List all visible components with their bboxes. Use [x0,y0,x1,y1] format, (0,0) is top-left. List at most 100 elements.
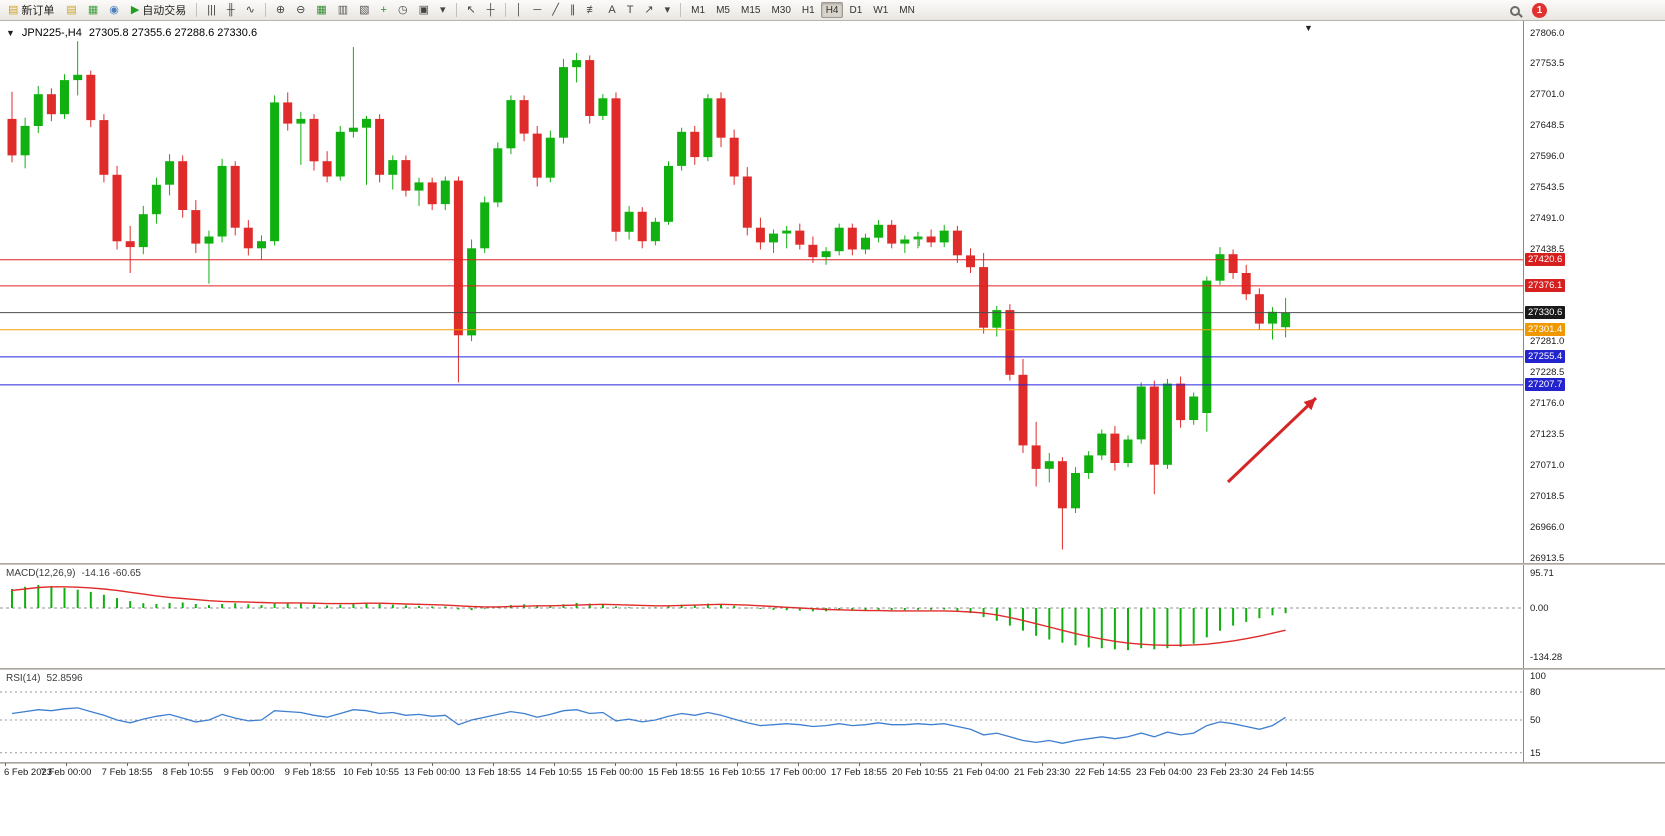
timeframe-button-h4[interactable]: H4 [820,2,844,18]
time-axis-tick [1042,763,1043,766]
candle-body [73,74,83,81]
arrows-caret-button[interactable]: ▾ [660,2,676,19]
timeframe-button-mn[interactable]: MN [894,2,920,18]
search-icon[interactable] [1510,5,1520,16]
rsi-scale-label: 100 [1530,671,1546,682]
candle-body [414,182,424,191]
arrange-windows-button[interactable]: ▥ [333,2,353,19]
candle-body [46,94,56,115]
time-axis-tick [371,763,372,766]
text-button[interactable]: A [603,2,620,19]
macd-bar [772,608,775,610]
macd-bar [877,608,880,610]
rsi-panel-splitter[interactable] [0,668,1665,670]
one-click-caret-icon[interactable]: ▼ [6,28,15,38]
arrows-button[interactable]: ↗ [639,2,658,19]
period-clock-button[interactable]: ◷ [393,2,413,19]
macd-bar [1087,608,1090,648]
chart-text-marker[interactable]: T [916,237,923,249]
candle-body [847,227,857,250]
toolbar-cursor-group: ↖ ┼ [462,2,500,19]
macd-bar [798,608,801,611]
macd-bar [785,608,788,611]
macd-bar [63,587,66,608]
chart-shift-marker-icon[interactable]: ▼ [1304,23,1313,33]
auto-trading-play-icon: ▶ [130,3,140,16]
horizontal-line-icon: ─ [533,3,542,16]
price-tick-label: 26966.0 [1530,521,1565,533]
line-chart-button[interactable]: ∿ [241,2,260,19]
bar-chart-button[interactable]: ||| [202,2,221,19]
candle-body [703,98,713,158]
candle-body [677,131,687,166]
time-axis[interactable]: 6 Feb 2023 7 Feb 00:00 7 Feb 18:55 8 Feb 10… [0,763,1523,781]
notification-badge[interactable]: 1 [1532,3,1547,18]
macd-scale-label: -134.28 [1530,652,1563,664]
price-tick-label: 27753.5 [1530,58,1565,70]
candle-body [664,165,673,222]
price-badge[interactable]: 27376.1 [1525,279,1566,293]
rsi-scale-label: 50 [1530,715,1541,726]
vertical-line-button[interactable]: │ [511,2,528,19]
macd-panel-splitter[interactable] [0,563,1665,565]
candle-body [427,182,437,205]
toolbar-separator [504,3,506,17]
time-axis-label: 17 Feb 18:55 [831,767,887,778]
price-chart-plot[interactable]: T [0,22,1523,563]
fibonacci-button[interactable]: ≢ [581,2,602,19]
cursor-button[interactable]: ↖ [462,2,481,19]
timeframe-button-h1[interactable]: H1 [797,2,820,18]
timeframe-button-w1[interactable]: W1 [868,2,893,18]
macd-panel[interactable] [0,565,1523,667]
auto-trading-button[interactable]: ▶ 自动交易 [126,2,191,19]
timeframe-button-m5[interactable]: M5 [711,2,735,18]
timeframe-button-m15[interactable]: M15 [736,2,765,18]
candle-body [926,236,936,243]
price-badge[interactable]: 27330.6 [1525,306,1566,320]
zoom-in-button[interactable]: ⊕ [271,2,290,19]
timeframe-button-d1[interactable]: D1 [844,2,867,18]
trendline-button[interactable]: ╱ [547,2,564,19]
candle-body [624,211,634,232]
price-tick-label: 26913.5 [1530,552,1565,564]
horizontal-line-button[interactable]: ─ [528,2,546,19]
price-badge[interactable]: 27301.4 [1525,323,1566,337]
candle-body [1176,383,1186,421]
profiles-button[interactable]: ▤ [61,2,81,19]
price-badge[interactable]: 27420.6 [1525,253,1566,267]
template-caret-button[interactable]: ▾ [435,2,451,19]
channel-button[interactable]: ∥ [565,2,581,19]
macd-bar [37,585,40,608]
toolbar-separator [264,3,266,17]
market-watch-button[interactable]: ▦ [83,2,103,19]
profiles-icon: ▤ [66,3,77,16]
candlestick-chart-button[interactable]: ╫ [222,2,240,19]
zoom-out-button[interactable]: ⊖ [291,2,310,19]
macd-bar [299,603,302,608]
macd-bar [208,605,210,608]
candle-body [650,221,660,242]
template-button[interactable]: ▣ [414,2,434,19]
macd-bar [1061,608,1064,643]
candle-body [86,74,96,121]
macd-bar [221,604,224,608]
macd-bar [1100,608,1103,649]
tile-windows-button[interactable]: ▦ [311,2,331,19]
timeframe-button-m30[interactable]: M30 [766,2,795,18]
candle-body [952,230,962,256]
rsi-panel[interactable] [0,670,1523,762]
candle-body [1057,461,1067,509]
label-button[interactable]: T [622,2,639,19]
navigator-button[interactable]: ◉ [104,2,124,19]
cascade-windows-button[interactable]: ▧ [354,2,374,19]
macd-bar [404,605,407,608]
time-axis-label: 13 Feb 00:00 [404,767,460,778]
timeframe-button-m1[interactable]: M1 [686,2,710,18]
price-badge[interactable]: 27255.4 [1525,350,1566,364]
crosshair-button[interactable]: ┼ [482,2,500,19]
price-badge[interactable]: 27207.7 [1525,378,1566,392]
add-indicator-button[interactable]: + [376,2,392,19]
trend-arrow[interactable] [1226,396,1318,484]
new-order-button[interactable]: ▤ 新订单 [3,2,59,19]
candle-body [138,214,148,248]
